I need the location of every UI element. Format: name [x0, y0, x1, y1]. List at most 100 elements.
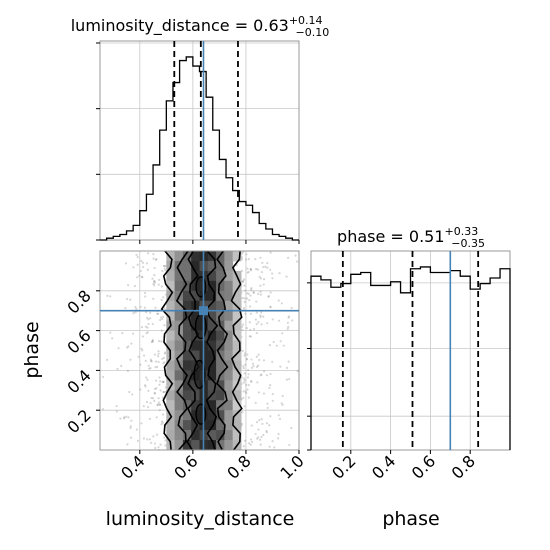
sample-point	[244, 363, 247, 366]
sample-point	[249, 328, 252, 331]
sample-point	[285, 366, 289, 369]
sample-point	[259, 374, 262, 377]
sample-point	[162, 296, 165, 299]
density-cell	[166, 430, 176, 441]
sample-point	[153, 280, 156, 283]
sample-point	[269, 305, 272, 308]
sample-point	[157, 350, 160, 353]
sample-point	[255, 365, 259, 368]
sample-point	[147, 252, 150, 255]
sample-point	[154, 360, 158, 363]
sample-point	[294, 254, 297, 257]
sample-point	[259, 443, 262, 446]
sample-point	[242, 367, 245, 370]
sample-point	[254, 258, 257, 261]
sample-point	[149, 311, 152, 314]
sample-point	[290, 306, 293, 310]
sample-point	[288, 377, 291, 381]
sample-point	[288, 443, 291, 447]
sample-point	[260, 323, 263, 326]
sample-point	[291, 319, 294, 322]
density-cell	[232, 320, 242, 332]
density-cell	[216, 410, 225, 421]
sample-point	[287, 256, 290, 259]
sample-point	[245, 253, 248, 256]
density-cell	[166, 400, 176, 411]
histogram-phase-steps	[310, 266, 511, 450]
sample-point	[136, 263, 139, 266]
sample-point	[255, 311, 258, 314]
density-cell	[207, 280, 217, 292]
density-cell	[207, 300, 217, 312]
sample-point	[249, 443, 252, 446]
density-cell	[174, 400, 184, 411]
sample-point	[264, 265, 267, 268]
sample-point	[127, 416, 130, 419]
sample-point	[138, 274, 141, 277]
density-cell	[224, 390, 234, 401]
sample-point	[152, 280, 156, 283]
density-cell	[174, 390, 184, 401]
sample-point	[162, 380, 165, 384]
density-cell	[182, 380, 192, 391]
sample-point	[137, 355, 140, 358]
sample-point	[241, 252, 244, 255]
sample-point	[262, 315, 265, 318]
sample-point	[146, 326, 149, 329]
sample-point	[155, 387, 158, 390]
density-cell	[182, 310, 192, 322]
sample-point	[241, 411, 244, 414]
density-cell	[174, 340, 184, 351]
density-cell	[174, 251, 184, 262]
sample-point	[246, 388, 249, 391]
density-cell	[207, 350, 217, 361]
density-cell	[182, 410, 192, 421]
sample-point	[101, 375, 105, 379]
density-cell	[191, 430, 200, 441]
sample-point	[163, 352, 167, 355]
sample-point	[159, 380, 162, 383]
sample-point	[246, 376, 250, 379]
sample-point	[140, 347, 143, 350]
sample-point	[144, 295, 147, 298]
sample-point	[247, 270, 250, 273]
sample-point	[242, 445, 245, 448]
sample-point	[158, 383, 161, 386]
sample-point	[163, 267, 166, 270]
sample-point	[258, 419, 261, 422]
sample-point	[161, 269, 164, 272]
density-cell	[224, 380, 234, 391]
sample-point	[147, 318, 150, 321]
sample-point	[119, 417, 122, 420]
sample-point	[163, 351, 167, 354]
density-cell	[174, 270, 184, 282]
density-cell	[224, 251, 234, 262]
sample-point	[145, 262, 149, 265]
density-cell	[216, 420, 225, 431]
density-cell	[216, 270, 225, 282]
sample-point	[255, 331, 258, 335]
sample-point	[160, 420, 164, 423]
sample-point	[250, 358, 253, 361]
density-cell	[174, 310, 184, 322]
sample-point	[278, 271, 281, 275]
sample-point	[254, 401, 257, 404]
sample-point	[280, 402, 283, 405]
sample-point	[259, 438, 262, 441]
sample-point	[273, 446, 276, 449]
sample-point	[243, 284, 246, 287]
sample-point	[130, 436, 133, 439]
sample-point	[256, 268, 259, 271]
density-cell	[224, 320, 234, 332]
sample-point	[130, 342, 133, 345]
sample-point	[157, 446, 160, 449]
sample-point	[146, 316, 149, 319]
sample-point	[141, 349, 144, 352]
sample-point	[148, 438, 151, 441]
sample-point	[154, 446, 157, 450]
sample-point	[124, 262, 128, 265]
sample-point	[162, 315, 165, 318]
density-cell	[207, 390, 217, 401]
sample-point	[245, 391, 248, 395]
sample-point	[275, 344, 278, 347]
